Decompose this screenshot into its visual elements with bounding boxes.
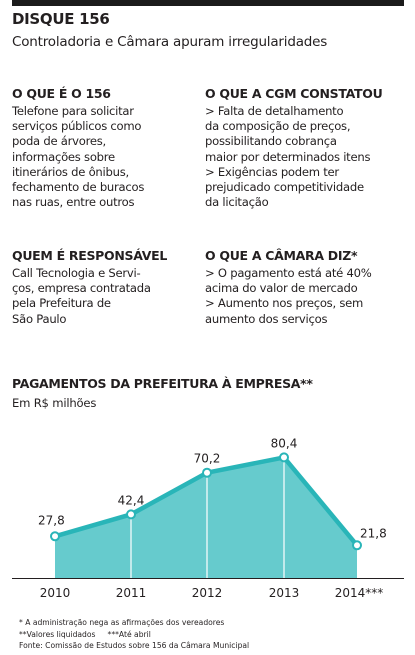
data-point bbox=[352, 540, 362, 551]
value-label: 42,4 bbox=[118, 493, 145, 507]
block-line: Telefone para solicitar bbox=[12, 104, 134, 118]
value-label: 70,2 bbox=[194, 452, 221, 466]
block-line: > Exigências podem ter bbox=[205, 164, 339, 179]
block-line: São Paulo bbox=[12, 311, 67, 326]
data-point bbox=[50, 531, 60, 542]
block-text: > O pagamento está até 40% acima do valor… bbox=[205, 266, 405, 327]
block-line: fechamento de buracos bbox=[12, 180, 145, 195]
block-line: ços, empresa contratada bbox=[12, 281, 151, 296]
block-text: Call Tecnologia e Servi-ços, empresa con… bbox=[12, 266, 202, 327]
footnote-2: **Valores liquidados ***Até abril bbox=[19, 629, 151, 639]
chart-title: PAGAMENTOS DA PREFEITURA À EMPRESA** bbox=[12, 376, 313, 391]
x-tick-label: 2012 bbox=[192, 586, 223, 600]
block-line: > Aumento nos preços, sem bbox=[205, 296, 364, 311]
block-what-is-156: O QUE É O 156 Telefone para solicitar ser… bbox=[12, 86, 202, 210]
block-line: Call Tecnologia e Servi- bbox=[12, 266, 141, 280]
block-line: acima do valor de mercado bbox=[205, 281, 358, 296]
value-label: 21,8 bbox=[360, 526, 387, 540]
value-labels: 27,8 42,4 70,2 80,4 21,8 bbox=[38, 436, 387, 540]
top-bar bbox=[12, 0, 404, 6]
x-tick-label: 2010 bbox=[40, 586, 71, 600]
block-line: maior por determinados itens bbox=[205, 149, 371, 164]
footnote-1: * A administração nega as afirmações dos… bbox=[19, 618, 225, 627]
page-subtitle: Controladoria e Câmara apuram irregulari… bbox=[12, 34, 328, 50]
block-text: > Falta de detalhamento da composição de … bbox=[205, 104, 405, 210]
x-tick-labels: 2010 2011 2012 2013 2014*** bbox=[40, 586, 384, 600]
block-line: > Falta de detalhamento bbox=[205, 104, 344, 118]
data-point bbox=[279, 452, 289, 463]
data-point bbox=[126, 509, 136, 520]
block-line: da composição de preços, bbox=[205, 119, 351, 134]
x-tick-label: 2014*** bbox=[335, 586, 384, 600]
block-heading: O QUE É O 156 bbox=[12, 86, 111, 101]
page-title: DISQUE 156 bbox=[12, 10, 110, 28]
block-line: serviços públicos como bbox=[12, 119, 142, 134]
block-heading: O QUE A CÂMARA DIZ* bbox=[205, 248, 358, 263]
footnotes: * A administração nega as afirmações dos… bbox=[19, 617, 249, 652]
block-text: Telefone para solicitar serviços públicos… bbox=[12, 104, 202, 210]
value-label: 27,8 bbox=[38, 513, 65, 527]
source-note: Fonte: Comissão de Estudos sobre 156 da … bbox=[19, 641, 250, 650]
x-tick-label: 2013 bbox=[269, 586, 300, 600]
payments-area-chart: 27,842,470,280,421,8 2010 2011 2012 2013 201… bbox=[12, 436, 404, 600]
block-heading: O QUE A CGM CONSTATOU bbox=[205, 86, 383, 101]
block-line: poda de árvores, bbox=[12, 134, 106, 149]
block-line: da licitação bbox=[205, 195, 269, 210]
value-label: 80,4 bbox=[271, 436, 298, 450]
year-dividers bbox=[130, 457, 285, 578]
block-line: possibilitando cobrança bbox=[205, 134, 337, 149]
data-points bbox=[50, 452, 362, 551]
block-line: nas ruas, entre outros bbox=[12, 195, 135, 210]
block-line: prejudicado competitividade bbox=[205, 180, 364, 195]
block-cgm-findings: O QUE A CGM CONSTATOU > Falta de detalha… bbox=[205, 86, 405, 210]
block-line: itinerários de ônibus, bbox=[12, 164, 129, 179]
block-heading: QUEM É RESPONSÁVEL bbox=[12, 248, 168, 263]
block-line: informações sobre bbox=[12, 149, 115, 164]
block-camara-says: O QUE A CÂMARA DIZ* > O pagamento está a… bbox=[205, 248, 405, 327]
x-tick-label: 2011 bbox=[116, 586, 147, 600]
chart-unit-label: Em R$ milhões bbox=[12, 396, 97, 410]
block-line: aumento dos serviços bbox=[205, 311, 328, 326]
data-point bbox=[202, 467, 212, 478]
block-responsible: QUEM É RESPONSÁVEL Call Tecnologia e Ser… bbox=[12, 248, 202, 327]
block-line: pela Prefeitura de bbox=[12, 296, 111, 311]
block-line: > O pagamento está até 40% bbox=[205, 266, 372, 280]
